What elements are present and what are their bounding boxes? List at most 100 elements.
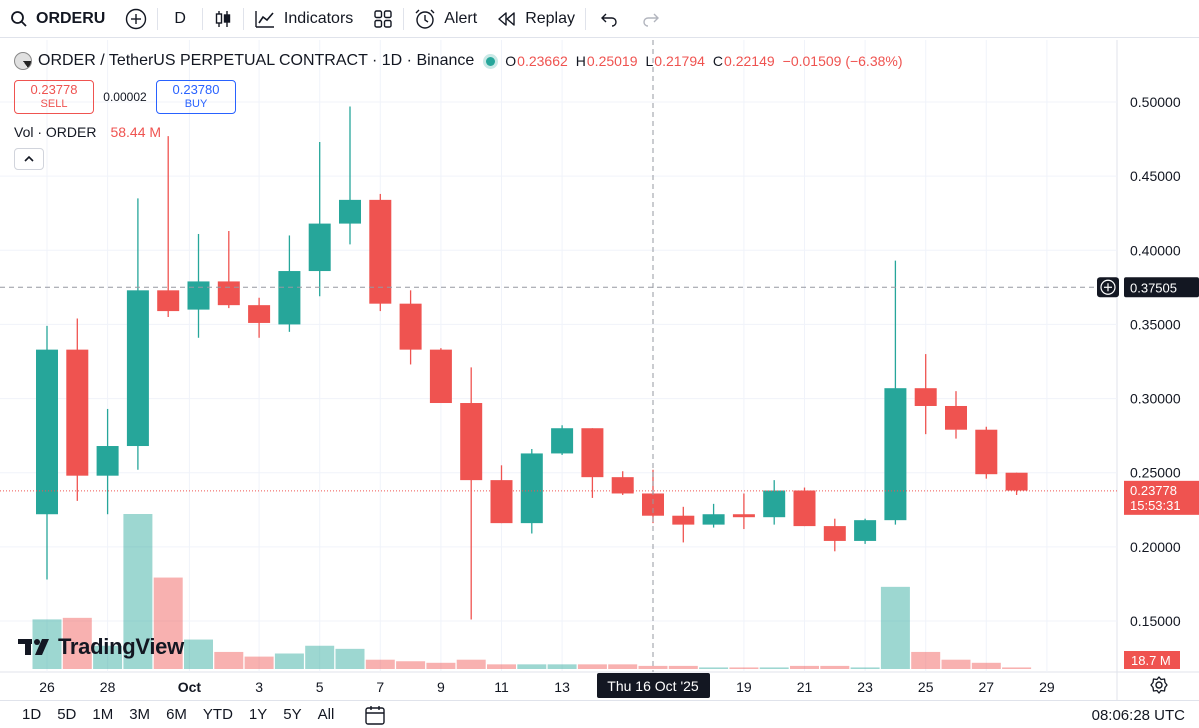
volume-bar (365, 659, 395, 669)
candle-body[interactable] (248, 305, 271, 323)
last-price-badge (1124, 480, 1199, 515)
range-6m[interactable]: 6M (166, 706, 187, 723)
time-tick-label: 25 (918, 679, 934, 695)
candle-body[interactable] (854, 520, 877, 541)
collapse-legend-button[interactable] (14, 148, 44, 170)
alert-button[interactable]: Alert (404, 0, 487, 38)
volume-bar (487, 664, 516, 669)
time-tick-label: 28 (100, 679, 116, 695)
volume-bar (699, 667, 729, 669)
grid-icon (374, 9, 392, 28)
undo-button[interactable] (586, 0, 632, 38)
candle-body[interactable] (1005, 472, 1028, 491)
tradingview-logo[interactable]: TradingView (18, 634, 184, 660)
calendar-icon[interactable] (364, 705, 386, 725)
volume-bar (153, 577, 183, 669)
candle-body[interactable] (369, 199, 392, 304)
price-chart[interactable]: 0.50000 0.45000 0.40000 0.35000 0.30000 0.250… (0, 0, 1199, 700)
buy-label: BUY (184, 98, 208, 110)
volume-bar (820, 665, 850, 669)
candle-body[interactable] (945, 405, 967, 430)
indicators-label: Indicators (283, 9, 354, 27)
candle-body[interactable] (975, 429, 998, 475)
candle-body[interactable] (460, 403, 483, 481)
add-symbol-button[interactable] (115, 0, 157, 38)
chart-type-button[interactable] (203, 0, 243, 38)
add-alert-plus-icon[interactable] (1097, 277, 1119, 298)
crosshair-price-badge (1124, 277, 1199, 298)
indicators-button[interactable]: Indicators (244, 0, 363, 38)
candle-body[interactable] (157, 290, 180, 312)
chart-settings-button[interactable] (1150, 676, 1168, 699)
layouts-button[interactable] (363, 0, 403, 38)
candle-body[interactable] (339, 199, 361, 224)
volume-bar (547, 664, 577, 669)
crosshair-time-badge (597, 673, 710, 698)
candle-body[interactable] (187, 281, 210, 310)
volume-bar (335, 648, 365, 669)
range-all[interactable]: All (317, 706, 335, 723)
buy-button[interactable]: 0.23780 BUY (156, 80, 236, 114)
range-3m[interactable]: 3M (129, 706, 151, 723)
candle-body[interactable] (126, 290, 149, 447)
candle-body[interactable] (36, 349, 58, 515)
replay-button[interactable]: Replay (487, 0, 585, 38)
volume-legend[interactable]: Vol · ORDER 58.44 M (14, 124, 161, 140)
candlesticks (36, 106, 1028, 620)
volume-bar (911, 651, 941, 669)
time-tick-label: 26 (39, 679, 55, 695)
candle-body[interactable] (672, 515, 695, 525)
candle-body[interactable] (702, 514, 725, 525)
volume-bar (305, 645, 335, 669)
range-1m[interactable]: 1M (92, 706, 114, 723)
range-1d[interactable]: 1D (22, 706, 42, 723)
legend-title[interactable]: ORDER / TetherUS PERPETUAL CONTRACT · 1D… (38, 52, 475, 69)
range-ytd[interactable]: YTD (202, 706, 233, 723)
candle-body[interactable] (642, 493, 664, 516)
candle-body[interactable] (793, 490, 816, 527)
symbol-search[interactable]: ORDERU (0, 0, 115, 38)
last-price-label: 0.23778 (1130, 483, 1177, 498)
candle-body[interactable] (278, 271, 301, 325)
candle-body[interactable] (217, 281, 240, 306)
toolbar-divider (157, 7, 159, 30)
redo-button[interactable] (632, 0, 670, 38)
candle-body[interactable] (581, 428, 604, 478)
candle-body[interactable] (399, 303, 422, 350)
time-tick-label: 21 (797, 679, 813, 695)
candle-body[interactable] (429, 349, 452, 404)
utc-clock[interactable]: 08:06:28 UTC (1091, 707, 1185, 724)
change-value: −0.01509 (−6.38%) (782, 53, 903, 69)
candle-body[interactable] (823, 526, 846, 541)
candle-body[interactable] (611, 477, 634, 494)
candle-countdown: 15:53:31 (1130, 498, 1181, 513)
sell-button[interactable]: 0.23778 SELL (14, 80, 94, 114)
candle-body[interactable] (732, 514, 755, 518)
volume-bar (426, 662, 456, 669)
candle-body[interactable] (914, 388, 937, 406)
candle-body[interactable] (96, 446, 119, 476)
redo-icon (643, 13, 659, 27)
time-tick-label: 7 (376, 679, 384, 695)
candle-body[interactable] (490, 480, 513, 524)
sell-price: 0.23778 (30, 82, 78, 97)
range-5y[interactable]: 5Y (283, 706, 302, 723)
candle-body[interactable] (520, 453, 543, 524)
range-5d[interactable]: 5D (57, 706, 77, 723)
price-tick-label: 0.45000 (1130, 168, 1181, 184)
candle-body[interactable] (884, 388, 907, 521)
range-1y[interactable]: 1Y (248, 706, 268, 723)
chevron-up-icon (24, 155, 34, 162)
interval-button[interactable]: D (158, 0, 202, 38)
time-axis: 26 28 Oct 3 5 7 9 11 13 19 21 23 25 27 29 (39, 679, 1055, 695)
candle-body[interactable] (763, 490, 786, 518)
crosshair-time-label: Thu 16 Oct '25 (607, 678, 699, 694)
candle-body[interactable] (551, 428, 574, 454)
price-tick-label: 0.35000 (1130, 316, 1181, 332)
candle-body[interactable] (308, 223, 331, 272)
tradingview-logo-icon (18, 639, 49, 655)
volume-bar (668, 665, 698, 669)
price-axis: 0.50000 0.45000 0.40000 0.35000 0.30000 0.250… (1130, 94, 1181, 629)
candle-body[interactable] (66, 349, 89, 476)
